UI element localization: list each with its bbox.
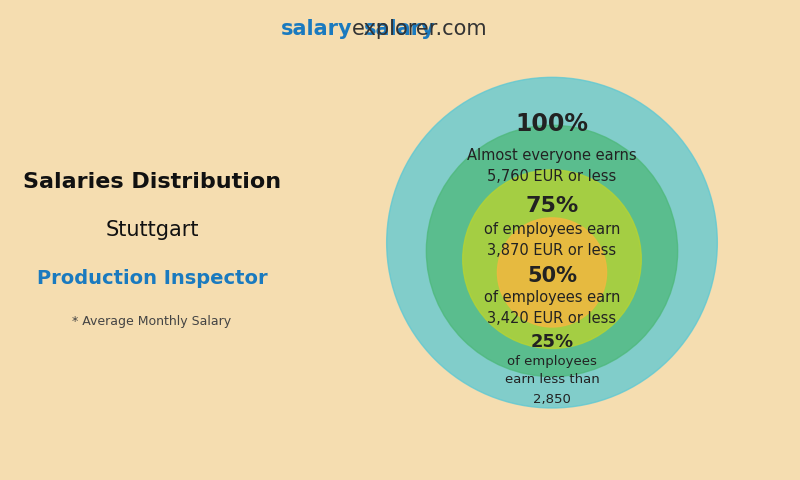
Text: 5,760 EUR or less: 5,760 EUR or less [487,169,617,184]
Text: 75%: 75% [526,196,578,216]
Text: of employees: of employees [507,355,597,368]
Text: explorer.com: explorer.com [352,19,488,39]
Circle shape [462,170,642,348]
Text: 3,870 EUR or less: 3,870 EUR or less [487,243,617,258]
Text: 100%: 100% [515,112,589,136]
Circle shape [498,218,606,327]
Text: 50%: 50% [527,266,577,286]
Text: salary: salary [364,19,436,39]
Text: * Average Monthly Salary: * Average Monthly Salary [73,315,231,328]
Circle shape [386,77,718,408]
Text: earn less than: earn less than [505,373,599,386]
Text: 2,850: 2,850 [533,393,571,406]
Text: 3,420 EUR or less: 3,420 EUR or less [487,311,617,326]
Circle shape [426,125,678,377]
Text: 25%: 25% [530,333,574,351]
Text: of employees earn: of employees earn [484,222,620,237]
Text: Production Inspector: Production Inspector [37,269,267,288]
Text: Stuttgart: Stuttgart [106,220,198,240]
Text: Salaries Distribution: Salaries Distribution [23,172,281,192]
Text: of employees earn: of employees earn [484,290,620,305]
Text: Almost everyone earns: Almost everyone earns [467,147,637,163]
Text: salary: salary [280,19,352,39]
